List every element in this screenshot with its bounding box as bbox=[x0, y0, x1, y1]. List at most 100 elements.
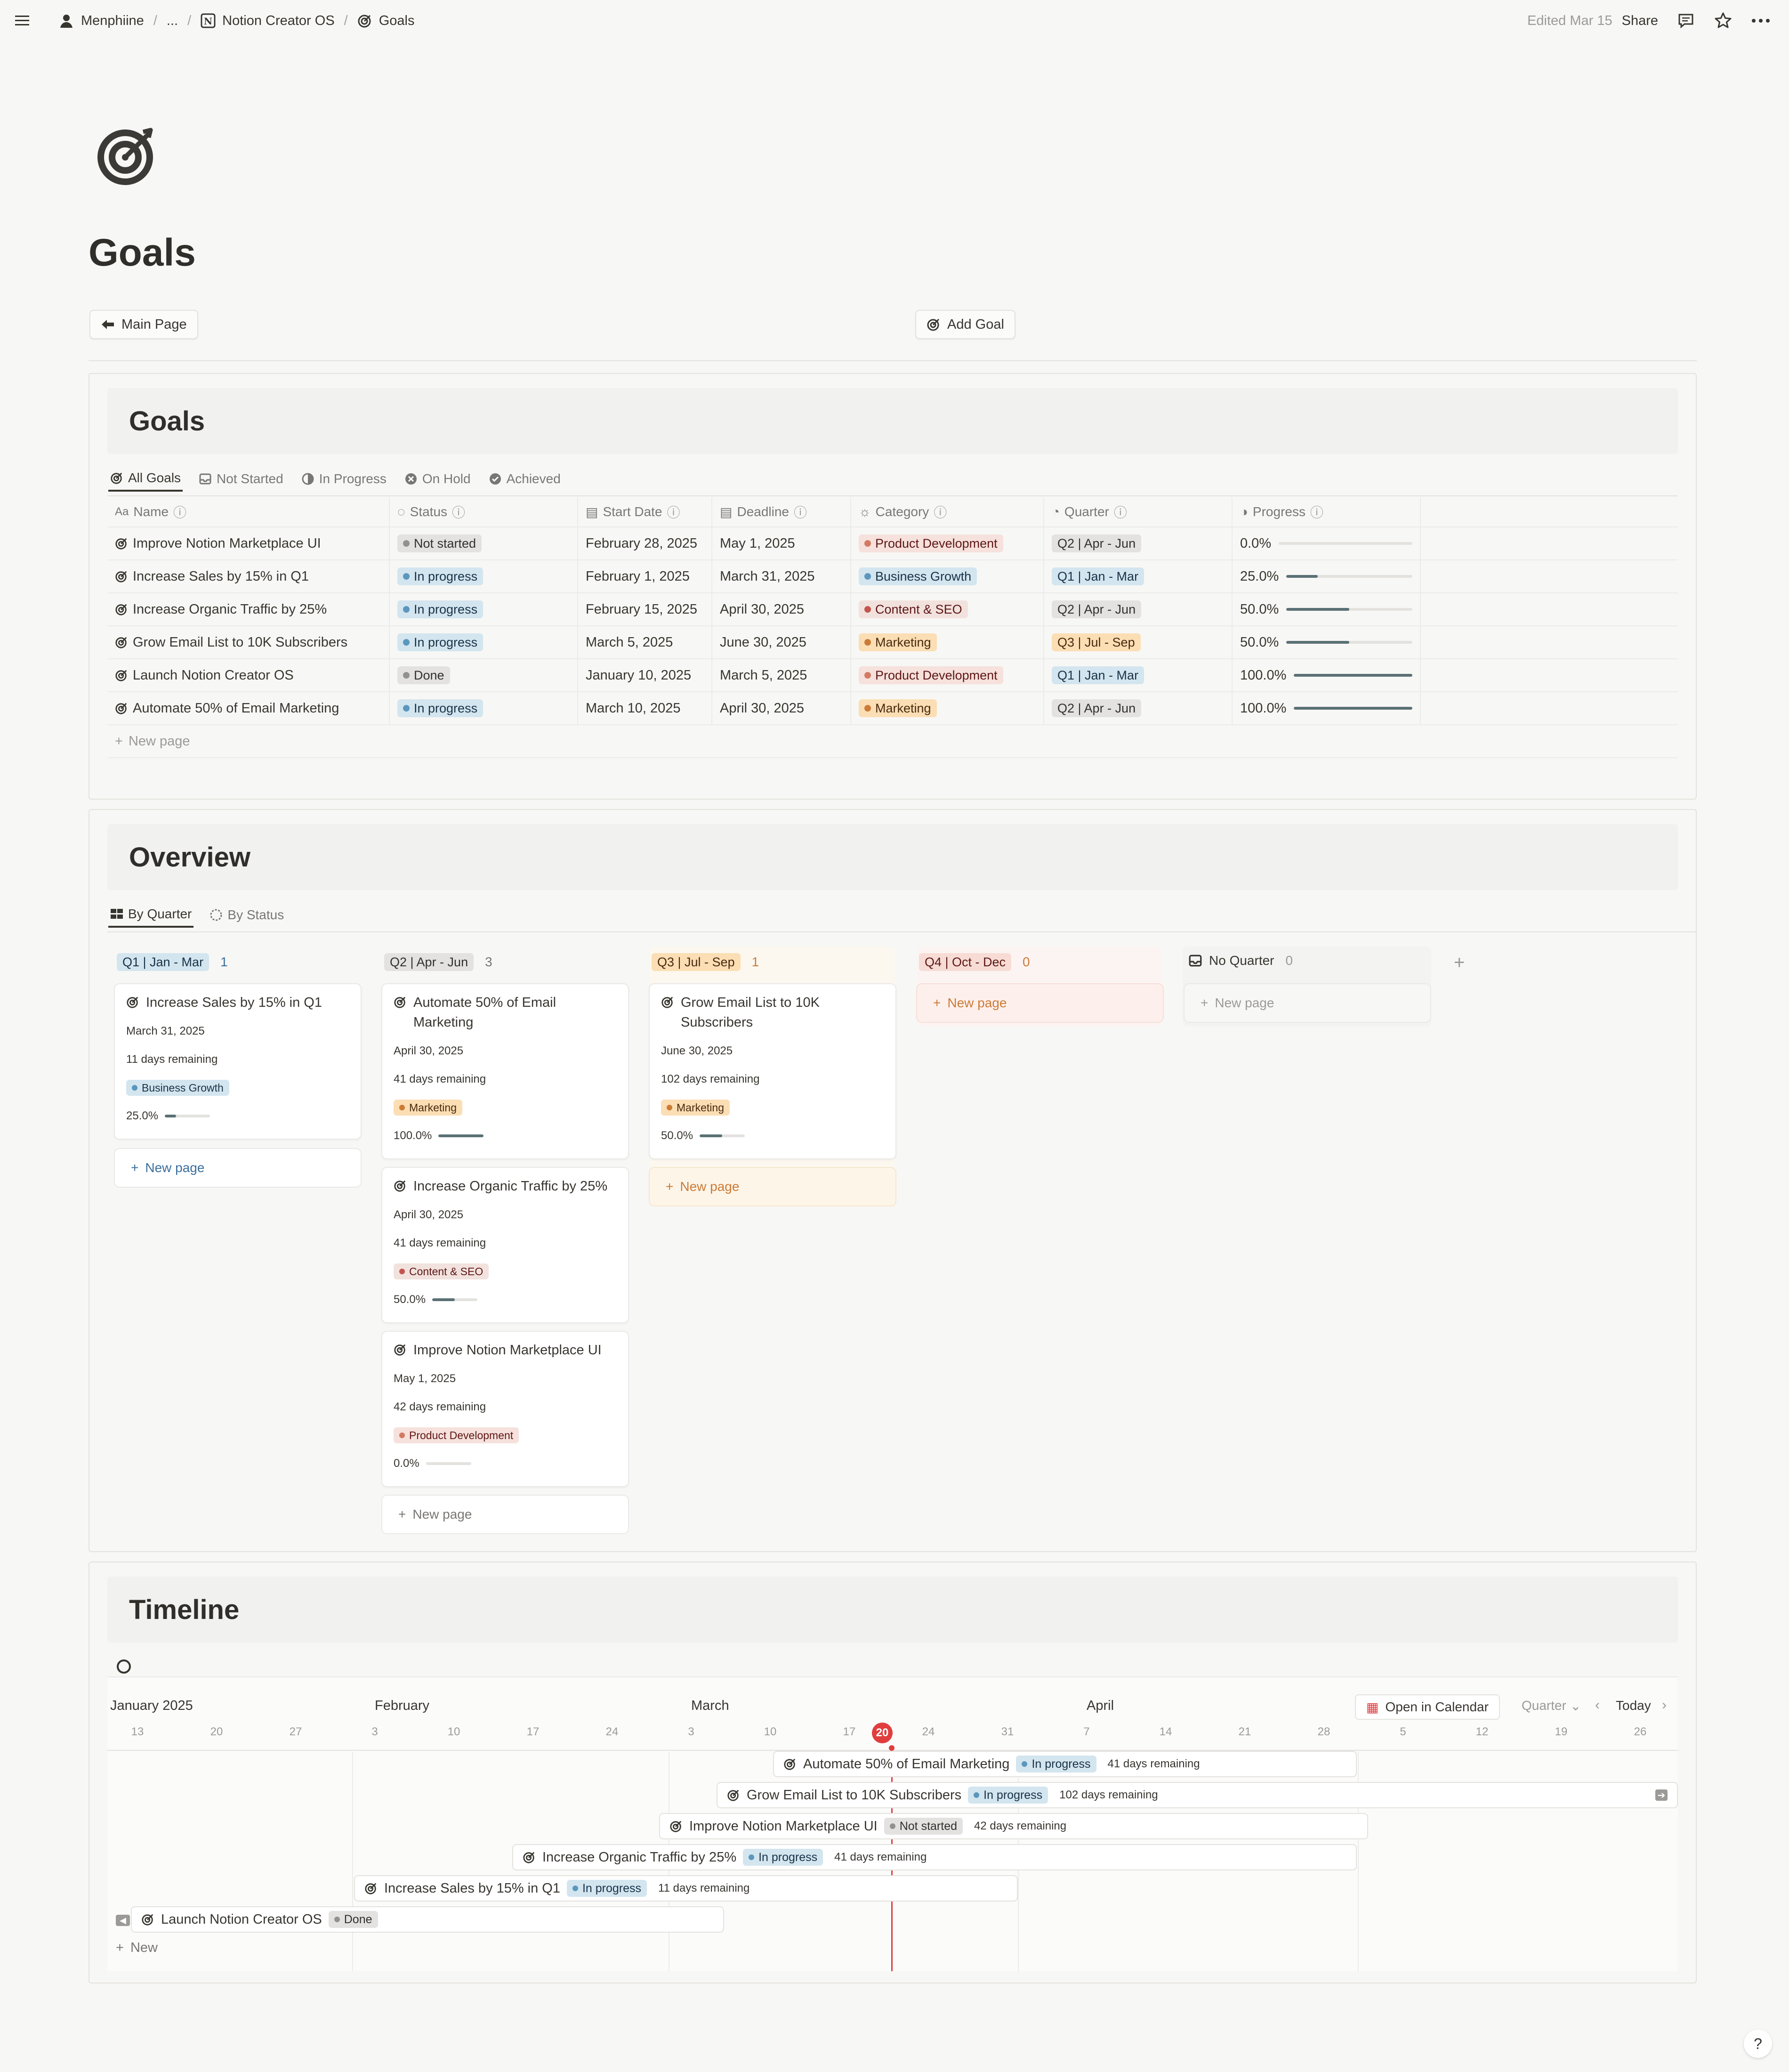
tab-all-goals[interactable]: All Goals bbox=[108, 466, 183, 492]
cell-progress[interactable]: 50.0% bbox=[1233, 626, 1421, 658]
timeline-item[interactable]: Launch Notion Creator OS Done bbox=[131, 1906, 724, 1933]
cell-quarter[interactable]: Q2 | Apr - Jun bbox=[1044, 527, 1233, 559]
timeline-view-icon[interactable] bbox=[116, 1659, 132, 1678]
tab-by-status[interactable]: By Status bbox=[208, 902, 286, 928]
cell-start-date[interactable]: January 10, 2025 bbox=[578, 659, 712, 691]
cell-deadline[interactable]: March 31, 2025 bbox=[712, 560, 851, 592]
scroll-right-arrow-icon[interactable]: ➔ bbox=[1655, 1789, 1668, 1801]
board-card[interactable]: Increase Organic Traffic by 25% April 30… bbox=[381, 1167, 629, 1323]
q1-new-page-button[interactable]: + New page bbox=[114, 1148, 362, 1188]
cell-deadline[interactable]: March 5, 2025 bbox=[712, 659, 851, 691]
cell-status[interactable]: In progress bbox=[390, 692, 578, 724]
today-button[interactable]: Today bbox=[1616, 1698, 1651, 1713]
breadcrumb-current[interactable]: Goals bbox=[357, 13, 415, 29]
cell-start-date[interactable]: February 15, 2025 bbox=[578, 593, 712, 625]
cell-category[interactable]: Product Development bbox=[851, 659, 1044, 691]
cell-quarter[interactable]: Q2 | Apr - Jun bbox=[1044, 692, 1233, 724]
cell-status[interactable]: In progress bbox=[390, 626, 578, 658]
tab-in-progress[interactable]: In Progress bbox=[299, 466, 388, 492]
breadcrumb-parent[interactable]: N Notion Creator OS bbox=[201, 13, 335, 29]
board-column-q4-header[interactable]: Q4 | Oct - Dec 0 bbox=[919, 953, 1030, 971]
column-header-quarter[interactable]: ◔ Quarter ⓘ bbox=[1044, 497, 1233, 526]
table-row[interactable]: Increase Organic Traffic by 25% In progr… bbox=[107, 593, 1678, 626]
cell-name[interactable]: Launch Notion Creator OS bbox=[107, 659, 390, 691]
q3-new-page-button[interactable]: + New page bbox=[649, 1167, 896, 1206]
timeline-item[interactable]: Increase Sales by 15% in Q1 In progress … bbox=[354, 1875, 1018, 1902]
next-chevron-icon[interactable]: › bbox=[1662, 1697, 1667, 1713]
page-icon-target[interactable] bbox=[94, 122, 160, 192]
q4-new-page-button[interactable]: + New page bbox=[916, 983, 1164, 1023]
column-header-category[interactable]: ☼ Category ⓘ bbox=[851, 497, 1044, 526]
board-card[interactable]: Grow Email List to 10K Subscribers June … bbox=[649, 983, 896, 1159]
cell-name[interactable]: Increase Organic Traffic by 25% bbox=[107, 593, 390, 625]
cell-status[interactable]: In progress bbox=[390, 593, 578, 625]
cell-start-date[interactable]: March 10, 2025 bbox=[578, 692, 712, 724]
cell-deadline[interactable]: April 30, 2025 bbox=[712, 593, 851, 625]
board-column-q3-header[interactable]: Q3 | Jul - Sep 1 bbox=[652, 953, 759, 971]
share-button[interactable]: Share bbox=[1621, 13, 1658, 28]
cell-quarter[interactable]: Q2 | Apr - Jun bbox=[1044, 593, 1233, 625]
column-header-progress[interactable]: ◑ Progress ⓘ bbox=[1233, 497, 1421, 526]
cell-progress[interactable]: 50.0% bbox=[1233, 593, 1421, 625]
help-icon[interactable]: ? bbox=[1744, 2030, 1772, 2058]
cell-start-date[interactable]: February 28, 2025 bbox=[578, 527, 712, 559]
board-column-q1-header[interactable]: Q1 | Jan - Mar 1 bbox=[117, 953, 228, 971]
cell-deadline[interactable]: April 30, 2025 bbox=[712, 692, 851, 724]
cell-name[interactable]: Automate 50% of Email Marketing bbox=[107, 692, 390, 724]
add-goal-button[interactable]: Add Goal bbox=[915, 310, 1015, 339]
new-page-row[interactable]: + New page bbox=[107, 725, 1678, 758]
board-card[interactable]: Increase Sales by 15% in Q1 March 31, 20… bbox=[114, 983, 362, 1140]
timeline-scale-select[interactable]: Quarter ⌄ bbox=[1522, 1698, 1581, 1714]
board-column-q2-header[interactable]: Q2 | Apr - Jun 3 bbox=[384, 953, 492, 971]
tab-by-quarter[interactable]: By Quarter bbox=[108, 902, 194, 928]
board-column-no-quarter-header[interactable]: No Quarter 0 bbox=[1188, 953, 1293, 968]
cell-name[interactable]: Grow Email List to 10K Subscribers bbox=[107, 626, 390, 658]
table-row[interactable]: Launch Notion Creator OS Done January 10… bbox=[107, 659, 1678, 692]
cell-quarter[interactable]: Q1 | Jan - Mar bbox=[1044, 659, 1233, 691]
cell-status[interactable]: In progress bbox=[390, 560, 578, 592]
cell-progress[interactable]: 0.0% bbox=[1233, 527, 1421, 559]
table-row[interactable]: Automate 50% of Email Marketing In progr… bbox=[107, 692, 1678, 725]
scroll-left-arrow-icon[interactable]: ◀ bbox=[116, 1915, 130, 1926]
table-row[interactable]: Grow Email List to 10K Subscribers In pr… bbox=[107, 626, 1678, 659]
breadcrumb-workspace[interactable]: Menphiine bbox=[58, 13, 144, 29]
cell-quarter[interactable]: Q1 | Jan - Mar bbox=[1044, 560, 1233, 592]
cell-start-date[interactable]: March 5, 2025 bbox=[578, 626, 712, 658]
tab-on-hold[interactable]: On Hold bbox=[403, 466, 473, 492]
timeline-new-button[interactable]: + New bbox=[116, 1940, 158, 1956]
open-in-calendar-button[interactable]: ▦ Open in Calendar bbox=[1355, 1694, 1500, 1720]
tab-not-started[interactable]: Not Started bbox=[197, 466, 285, 492]
timeline-item[interactable]: Automate 50% of Email Marketing In progr… bbox=[773, 1751, 1357, 1777]
board-card[interactable]: Improve Notion Marketplace UI May 1, 202… bbox=[381, 1331, 629, 1487]
timeline-item[interactable]: Grow Email List to 10K Subscribers In pr… bbox=[717, 1782, 1678, 1808]
cell-name[interactable]: Increase Sales by 15% in Q1 bbox=[107, 560, 390, 592]
column-header-deadline[interactable]: ▤ Deadline ⓘ bbox=[712, 497, 851, 526]
board-card[interactable]: Automate 50% of Email Marketing April 30… bbox=[381, 983, 629, 1159]
menu-icon[interactable] bbox=[14, 14, 30, 28]
star-icon[interactable] bbox=[1714, 11, 1733, 30]
cell-category[interactable]: Product Development bbox=[851, 527, 1044, 559]
cell-status[interactable]: Not started bbox=[390, 527, 578, 559]
cell-deadline[interactable]: June 30, 2025 bbox=[712, 626, 851, 658]
cell-name[interactable]: Improve Notion Marketplace UI bbox=[107, 527, 390, 559]
cell-category[interactable]: Marketing bbox=[851, 626, 1044, 658]
cell-progress[interactable]: 100.0% bbox=[1233, 692, 1421, 724]
comment-icon[interactable] bbox=[1677, 12, 1695, 30]
breadcrumb-ellipsis[interactable]: ... bbox=[166, 13, 178, 28]
timeline-item[interactable]: Improve Notion Marketplace UI Not starte… bbox=[659, 1813, 1368, 1839]
column-header-start-date[interactable]: ▤ Start Date ⓘ bbox=[578, 497, 712, 526]
cell-category[interactable]: Business Growth bbox=[851, 560, 1044, 592]
tab-achieved[interactable]: Achieved bbox=[487, 466, 563, 492]
table-row[interactable]: Improve Notion Marketplace UI Not starte… bbox=[107, 527, 1678, 560]
cell-deadline[interactable]: May 1, 2025 bbox=[712, 527, 851, 559]
cell-category[interactable]: Content & SEO bbox=[851, 593, 1044, 625]
cell-start-date[interactable]: February 1, 2025 bbox=[578, 560, 712, 592]
timeline-item[interactable]: Increase Organic Traffic by 25% In progr… bbox=[512, 1844, 1357, 1870]
column-header-status[interactable]: ◌ Status ⓘ bbox=[390, 497, 578, 526]
no-quarter-new-page-button[interactable]: + New page bbox=[1184, 983, 1431, 1023]
add-column-plus-icon[interactable]: + bbox=[1454, 952, 1465, 973]
cell-quarter[interactable]: Q3 | Jul - Sep bbox=[1044, 626, 1233, 658]
cell-category[interactable]: Marketing bbox=[851, 692, 1044, 724]
cell-progress[interactable]: 25.0% bbox=[1233, 560, 1421, 592]
q2-new-page-button[interactable]: + New page bbox=[381, 1495, 629, 1534]
